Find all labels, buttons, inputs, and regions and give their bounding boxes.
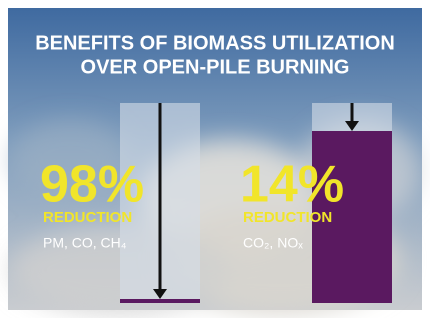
value-caption: REDUCTION	[243, 209, 332, 226]
title: BENEFITS OF BIOMASS UTILIZATION	[35, 32, 395, 54]
category-label: CO₂, NOₓ	[243, 235, 303, 251]
subtitle: OVER OPEN-PILE BURNING	[81, 56, 350, 78]
value-label: 98%	[40, 156, 144, 214]
value-label: 14%	[240, 156, 344, 214]
value-caption: REDUCTION	[43, 209, 132, 226]
infographic: BENEFITS OF BIOMASS UTILIZATION OVER OPE…	[0, 0, 430, 318]
bar-remaining	[120, 299, 200, 303]
category-label: PM, CO, CH₄	[43, 235, 127, 251]
